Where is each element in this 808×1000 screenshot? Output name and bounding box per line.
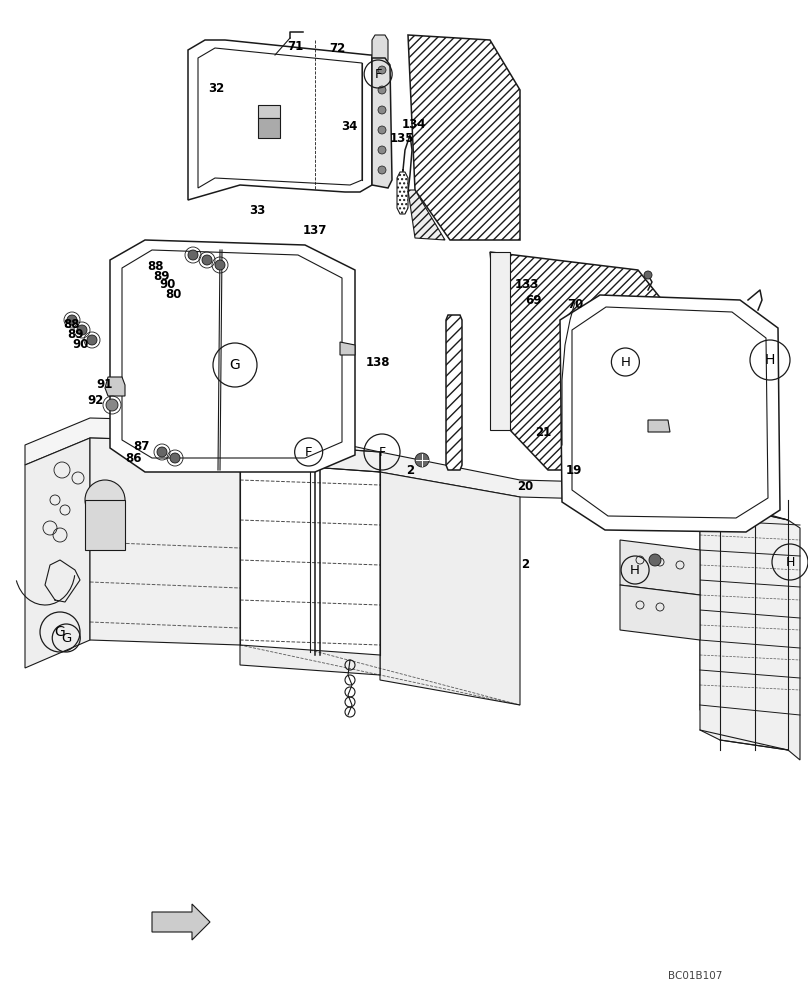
Text: 34: 34 [341, 119, 357, 132]
Circle shape [77, 325, 87, 335]
Text: 33: 33 [249, 204, 265, 217]
Text: 69: 69 [525, 294, 541, 306]
Circle shape [378, 146, 386, 154]
Polygon shape [700, 485, 720, 720]
Polygon shape [700, 495, 800, 760]
Polygon shape [340, 342, 355, 355]
Polygon shape [188, 40, 372, 200]
Text: 71: 71 [287, 40, 303, 53]
Circle shape [644, 271, 652, 279]
Text: 19: 19 [566, 464, 582, 477]
Polygon shape [372, 35, 388, 65]
Circle shape [378, 166, 386, 174]
Polygon shape [490, 252, 670, 470]
Circle shape [378, 126, 386, 134]
Polygon shape [90, 438, 240, 645]
Polygon shape [446, 315, 462, 470]
Polygon shape [560, 295, 780, 532]
Circle shape [87, 335, 97, 345]
Polygon shape [620, 540, 700, 595]
Text: BC01B107: BC01B107 [667, 971, 722, 981]
Circle shape [378, 66, 386, 74]
Text: F: F [374, 68, 382, 81]
Text: 2: 2 [406, 464, 415, 477]
Polygon shape [258, 105, 280, 118]
Text: 80: 80 [166, 288, 182, 300]
Polygon shape [240, 442, 380, 472]
Polygon shape [25, 438, 90, 668]
Polygon shape [240, 645, 380, 675]
Circle shape [378, 86, 386, 94]
Text: 134: 134 [402, 117, 426, 130]
Circle shape [106, 399, 118, 411]
Text: F: F [305, 446, 313, 458]
Text: F: F [378, 446, 385, 458]
Text: 138: 138 [366, 356, 390, 368]
Text: G: G [55, 625, 65, 639]
Polygon shape [380, 452, 720, 512]
Text: 135: 135 [390, 131, 415, 144]
Polygon shape [152, 904, 210, 940]
Circle shape [649, 554, 661, 566]
Circle shape [415, 453, 429, 467]
Text: 32: 32 [208, 82, 225, 95]
Polygon shape [85, 500, 125, 550]
Text: 87: 87 [133, 440, 149, 454]
Text: H: H [785, 556, 795, 568]
Circle shape [188, 250, 198, 260]
Polygon shape [397, 172, 408, 214]
Text: 88: 88 [148, 260, 164, 273]
Text: 90: 90 [73, 338, 89, 351]
Circle shape [378, 106, 386, 114]
Circle shape [170, 453, 180, 463]
Polygon shape [198, 48, 362, 188]
Text: 2: 2 [521, 558, 529, 572]
Text: 70: 70 [567, 298, 583, 310]
Circle shape [202, 255, 212, 265]
Polygon shape [258, 118, 280, 138]
Polygon shape [380, 472, 520, 705]
Text: 90: 90 [159, 278, 175, 292]
Polygon shape [620, 585, 700, 640]
Circle shape [67, 315, 77, 325]
Polygon shape [25, 418, 380, 472]
Polygon shape [572, 307, 768, 518]
Text: 88: 88 [63, 318, 79, 330]
Text: 20: 20 [517, 480, 533, 492]
Text: 72: 72 [330, 42, 346, 55]
Polygon shape [105, 377, 125, 396]
Polygon shape [372, 58, 392, 188]
Circle shape [85, 480, 125, 520]
Circle shape [215, 260, 225, 270]
Polygon shape [110, 240, 355, 472]
Text: H: H [765, 353, 775, 367]
Text: G: G [61, 632, 71, 645]
Text: 86: 86 [125, 452, 141, 466]
Text: H: H [621, 356, 630, 368]
Polygon shape [408, 35, 520, 240]
Text: 133: 133 [515, 277, 539, 290]
Text: 91: 91 [97, 377, 113, 390]
Text: G: G [229, 358, 240, 372]
Text: 89: 89 [68, 328, 84, 340]
Text: 89: 89 [154, 269, 170, 282]
Polygon shape [408, 190, 445, 240]
Text: H: H [630, 564, 640, 576]
Polygon shape [122, 250, 342, 458]
Text: 21: 21 [535, 426, 551, 440]
Text: 92: 92 [87, 394, 103, 408]
Circle shape [157, 447, 167, 457]
Polygon shape [648, 420, 670, 432]
Polygon shape [490, 252, 510, 430]
Text: 137: 137 [303, 224, 327, 236]
